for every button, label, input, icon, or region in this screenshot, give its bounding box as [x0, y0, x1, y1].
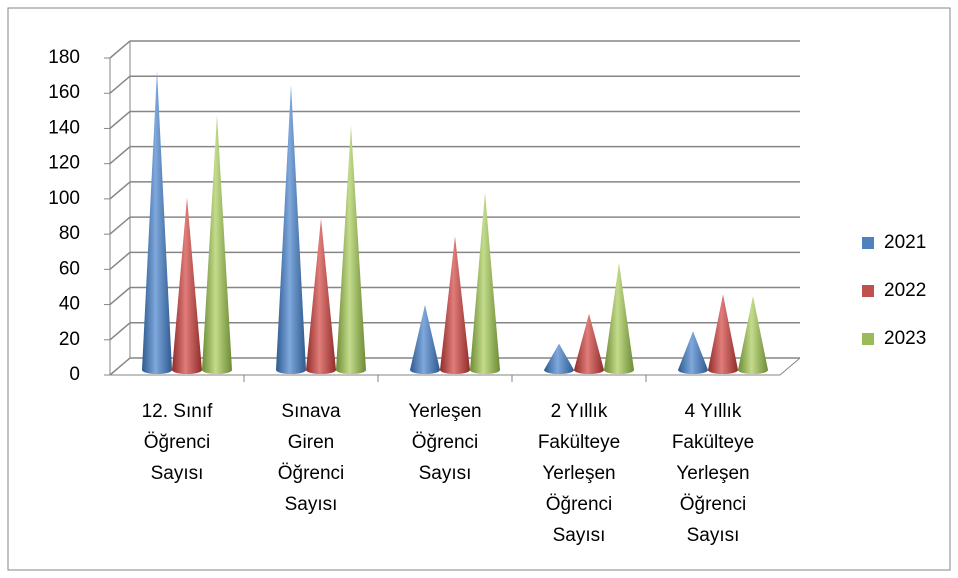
y-tick-label: 20	[59, 329, 80, 350]
legend-label: 2023	[884, 328, 926, 349]
cone	[306, 218, 336, 374]
y-tick-label: 60	[59, 258, 80, 279]
cone	[276, 84, 306, 374]
cone	[708, 294, 738, 374]
x-tick-label: 4 Yıllık Fakülteye Yerleşen Öğrenci Sayı…	[671, 401, 755, 546]
cone	[678, 331, 708, 374]
floor-right	[779, 357, 801, 376]
cone	[336, 125, 366, 374]
grid-line	[109, 357, 131, 376]
legend-swatch	[862, 333, 874, 345]
legend-label: 2022	[884, 280, 926, 301]
legend-swatch	[862, 285, 874, 297]
x-tick-label: Yerleşen Öğrenci Sayısı	[408, 401, 482, 484]
cone	[172, 197, 202, 374]
grid-line	[109, 110, 131, 130]
cone	[574, 313, 604, 374]
y-tick-label: 140	[48, 117, 80, 138]
cone	[410, 304, 440, 374]
grid-line	[109, 286, 131, 306]
legend-label: 2021	[884, 232, 926, 253]
y-tick-label: 80	[59, 223, 80, 244]
grid-line	[109, 181, 131, 200]
y-tick-label: 40	[59, 294, 80, 315]
legend-swatch	[862, 237, 874, 249]
x-tick-label: Sınava Giren Öğrenci Sayısı	[277, 401, 345, 515]
x-tick-label: 2 Yıllık Fakülteye Yerleşen Öğrenci Sayı…	[537, 401, 621, 546]
grid-line	[109, 146, 131, 165]
cone	[142, 70, 172, 374]
grid-line	[109, 322, 131, 341]
grid-line	[109, 216, 131, 235]
cone	[470, 192, 500, 374]
grid-line	[109, 75, 131, 94]
cone	[440, 236, 470, 374]
y-tick-label: 100	[48, 188, 80, 209]
y-tick-label: 120	[48, 153, 80, 174]
grid-line	[109, 251, 131, 270]
y-tick-label: 0	[69, 364, 80, 385]
cone	[202, 114, 232, 374]
cone	[604, 262, 634, 374]
grid-line	[109, 40, 131, 59]
y-tick-label: 160	[48, 82, 80, 103]
cone	[738, 296, 768, 374]
x-tick-label: 12. Sınıf Öğrenci Sayısı	[141, 401, 213, 484]
cone	[544, 343, 574, 374]
y-tick-label: 180	[48, 47, 80, 68]
